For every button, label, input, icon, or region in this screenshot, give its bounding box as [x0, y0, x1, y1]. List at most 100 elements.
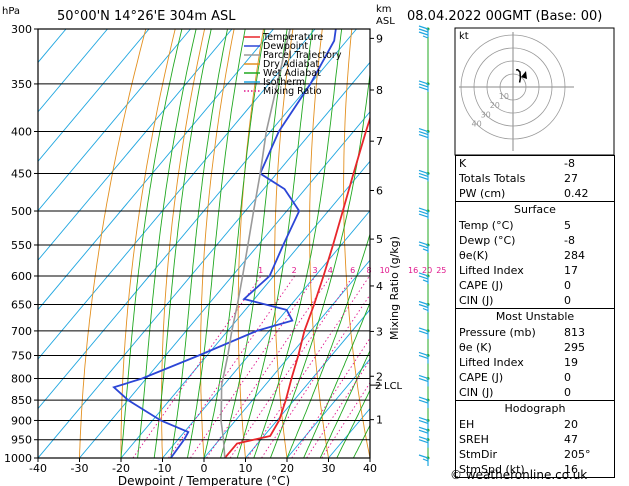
wet-adiabat-line	[336, 389, 370, 458]
pressure-tick-label: 350	[11, 78, 32, 91]
wind-barb-half	[422, 279, 429, 283]
pressure-tick-label: 400	[11, 126, 32, 139]
footer: © weatheronline.co.uk	[450, 468, 587, 482]
wind-barb-flag	[418, 416, 429, 422]
wind-barb-flag	[418, 327, 429, 332]
wind-barb-flag	[418, 377, 429, 383]
hodograph-value: 205°	[564, 448, 591, 461]
wind-barb-half	[422, 307, 429, 312]
wind-barb-flag	[418, 244, 429, 249]
unstable-row: CIN (J) 0	[456, 385, 614, 400]
isotherm-line	[38, 29, 150, 162]
mixing-ratio-line	[291, 337, 370, 458]
surface-label: Lifted Index	[459, 264, 524, 277]
legend-entry: Wet Adiabat	[263, 68, 321, 79]
pressure-tick-label: 750	[11, 349, 32, 362]
wind-barb-half	[422, 248, 429, 252]
hodograph-ring-label: 40	[472, 119, 482, 128]
mixing-ratio-label: 6	[350, 266, 355, 275]
dry-adiabat-line	[617, 29, 629, 458]
wind-barb-flag	[418, 241, 429, 246]
isotherm-line	[38, 61, 370, 458]
hodograph-label: SREH	[459, 433, 489, 446]
isotherm-line	[286, 358, 370, 458]
hodograph-ring	[473, 47, 553, 127]
hodograph-frame	[454, 27, 615, 156]
index-value: 27	[564, 172, 578, 185]
pressure-tick-label: 700	[11, 325, 32, 338]
dry-adiabat-line	[79, 29, 147, 458]
hodograph-row: StmSpd (kt) 16	[456, 462, 614, 477]
mixing-ratio-line	[168, 275, 296, 458]
pressure-tick-label: 650	[11, 299, 32, 312]
mixing-ratio-label: 3	[312, 266, 317, 275]
mixing-ratio-line	[306, 359, 370, 458]
wind-barb-flag	[418, 275, 429, 280]
surface-value: -8	[564, 234, 575, 247]
surface-value: 17	[564, 264, 578, 277]
index-label: K	[459, 157, 467, 170]
dry-adiabat-line	[408, 29, 453, 458]
pressure-tick-label: 550	[11, 239, 32, 252]
pressure-tick-label: 450	[11, 167, 32, 180]
index-value: -8	[564, 157, 575, 170]
temp-tick-label: 10	[239, 462, 253, 475]
hodograph-box: Hodograph EH 20 SREH 47 StmDir 205° StmSpd (kt…	[455, 400, 615, 478]
wet-adiabat-line	[319, 349, 370, 458]
dry-adiabat-line	[120, 29, 176, 458]
unstable-label: CAPE (J)	[459, 371, 504, 384]
unstable-value: 295	[564, 341, 585, 354]
km-tick-label: 3	[376, 325, 383, 338]
mixing-ratio-line	[261, 293, 370, 458]
legend-entry: Dry Adiabat	[263, 59, 320, 70]
isotherm-line	[38, 29, 67, 64]
mixing-ratio-line	[321, 381, 370, 458]
date-title: 08.04.2022 00GMT (Base: 00)	[407, 9, 602, 24]
index-row: PW (cm) 0.42	[456, 186, 614, 201]
surface-row: CIN (J) 0	[456, 293, 614, 308]
surface-label: Dewp (°C)	[459, 234, 516, 247]
km-tick-label: 5	[376, 233, 383, 246]
indices-top-box: K -8 Totals Totals 27 PW (cm) 0.42	[455, 155, 615, 202]
hodograph-value: 47	[564, 433, 578, 446]
wind-barb-flag	[418, 169, 429, 175]
km-tick-label: 7	[376, 135, 383, 148]
km-tick-label: 1	[376, 414, 383, 427]
wind-barb-flag	[418, 330, 429, 335]
wind-barb-flag	[418, 28, 429, 33]
footer-site[interactable]: weatheronline.co.uk	[465, 468, 588, 482]
hodograph-label: EH	[459, 418, 475, 431]
lcl-km-label: 2	[375, 381, 381, 392]
pressure-tick-label: 300	[11, 23, 32, 36]
legend-entry: Isotherm	[263, 77, 305, 88]
temp-tick-label: -20	[112, 462, 130, 475]
surface-label: CAPE (J)	[459, 279, 504, 292]
wind-barb-flag	[418, 213, 429, 218]
pressure-tick-label: 850	[11, 394, 32, 407]
wind-barb-flag	[418, 210, 429, 215]
surface-row: CAPE (J) 0	[456, 278, 614, 293]
legend-entry: Parcel Trajectory	[263, 50, 342, 61]
wind-barb-flag	[418, 399, 429, 404]
surface-row: θe(K) 284	[456, 248, 614, 263]
mixing-ratio-label: 10	[380, 266, 390, 275]
isotherm-line	[162, 210, 370, 458]
most-unstable-box: Most Unstable Pressure (mb) 813 θe (K) 295 L…	[455, 308, 615, 401]
wind-barb-flag	[418, 133, 429, 139]
unstable-label: θe (K)	[459, 341, 492, 354]
unstable-row: Lifted Index 19	[456, 355, 614, 370]
hodograph-ring-label: 10	[499, 92, 509, 101]
hodograph-title: Hodograph	[504, 402, 566, 415]
unstable-label: CIN (J)	[459, 386, 494, 399]
wind-barb-flag	[418, 127, 429, 133]
pressure-unit-label: hPa	[2, 6, 20, 17]
temp-tick-label: -40	[29, 462, 47, 475]
mixing-ratio-label: 20	[422, 266, 432, 275]
hodograph-ring-label: 30	[481, 110, 491, 119]
surface-label: θe(K)	[459, 249, 489, 262]
wind-barb-flag	[418, 429, 429, 434]
altitude-unit-label: km	[376, 4, 392, 15]
temperature-profile	[224, 115, 370, 458]
copyright-icon: ©	[450, 468, 462, 482]
